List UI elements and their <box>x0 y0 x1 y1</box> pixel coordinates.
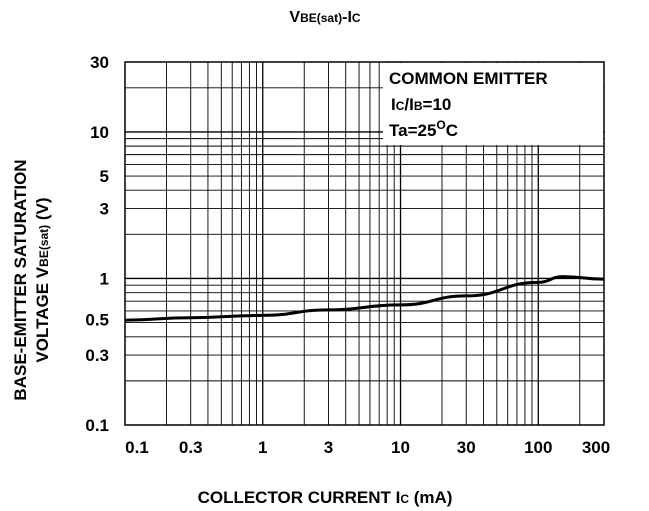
y-tick-label: 1 <box>100 269 109 288</box>
y-tick-label: 30 <box>90 53 109 72</box>
x-tick-label: 10 <box>391 438 410 457</box>
y-tick-label: 10 <box>90 123 109 142</box>
chart-title: VBE(sat)-IC <box>289 9 360 26</box>
annotation-ic-ib: IC/IB=10 <box>391 95 451 114</box>
x-tick-label: 0.3 <box>179 438 203 457</box>
y-tick-labels: 0.1 0.3 0.5 1 3 5 10 30 <box>85 53 109 435</box>
x-tick-label: 300 <box>582 438 610 457</box>
y-axis-title-line2: VOLTAGE VBE(sat) (V) <box>33 197 52 362</box>
annotation-box <box>383 63 603 145</box>
y-tick-label: 3 <box>100 200 109 219</box>
x-tick-label: 30 <box>457 438 476 457</box>
x-tick-label: 1 <box>258 438 267 457</box>
series-line <box>124 275 605 322</box>
y-tick-label: 0.3 <box>85 346 109 365</box>
plot-frame <box>124 61 605 426</box>
y-tick-label: 0.1 <box>85 416 109 435</box>
y-tick-label: 5 <box>100 167 109 186</box>
x-axis-title: COLLECTOR CURRENT IC (mA) <box>198 488 453 507</box>
y-axis-title-line1: BASE-EMITTER SATURATION <box>11 159 30 400</box>
x-tick-labels: 0.1 0.3 1 3 10 30 100 300 <box>125 438 610 457</box>
x-tick-label: 0.1 <box>125 438 149 457</box>
x-tick-label: 3 <box>324 438 333 457</box>
x-tick-label: 100 <box>524 438 552 457</box>
annotation-common-emitter: COMMON EMITTER <box>389 69 548 88</box>
y-tick-label: 0.5 <box>85 311 109 330</box>
annotation-ta: Ta=25OC <box>389 118 458 140</box>
